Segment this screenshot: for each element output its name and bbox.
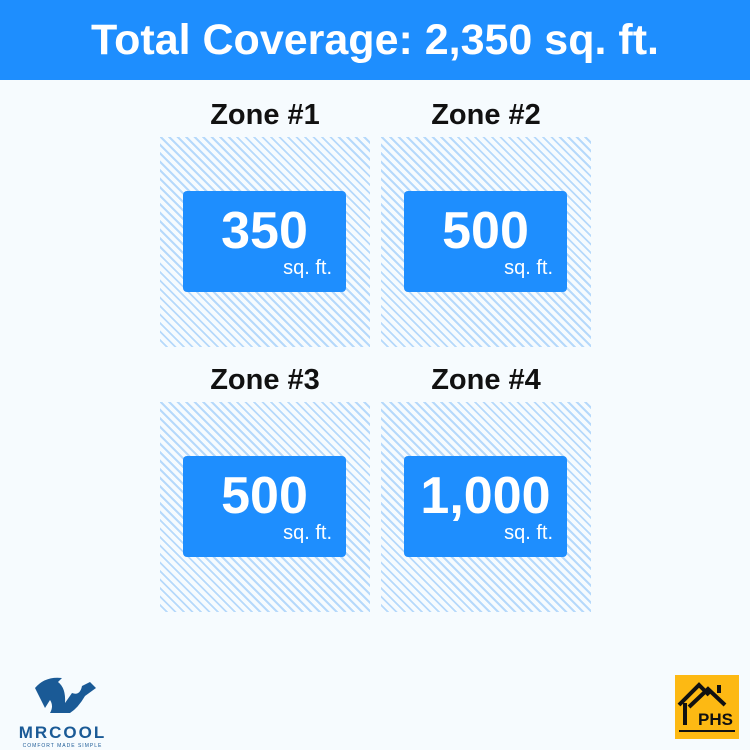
phs-logo: PHS [675,675,739,739]
coverage-card: 500 sq. ft. [404,191,567,292]
svg-text:PHS: PHS [698,710,733,729]
coverage-value: 500 [442,202,529,260]
coverage-unit: sq. ft. [504,522,553,544]
coverage-unit: sq. ft. [283,522,332,544]
house-icon: PHS [677,682,735,732]
coverage-unit: sq. ft. [504,257,553,279]
coverage-value: 350 [221,202,308,260]
coverage-card: 1,000 sq. ft. [404,456,567,557]
page-title: Total Coverage: 2,350 sq. ft. [91,15,659,64]
mrcool-logo: MRCOOL COMFORT MADE SIMPLE [10,668,115,749]
header: Total Coverage: 2,350 sq. ft. [0,0,750,80]
zone-title: Zone #3 [210,364,320,396]
zone-title: Zone #2 [431,99,541,131]
coverage-value: 1,000 [420,467,551,525]
zone-title: Zone #1 [210,99,320,131]
coverage-card: 500 sq. ft. [183,456,346,557]
bear-icon [35,677,96,713]
coverage-unit: sq. ft. [283,257,332,279]
coverage-card: 350 sq. ft. [183,191,346,292]
zone-title: Zone #4 [431,364,541,396]
coverage-value: 500 [221,467,308,525]
